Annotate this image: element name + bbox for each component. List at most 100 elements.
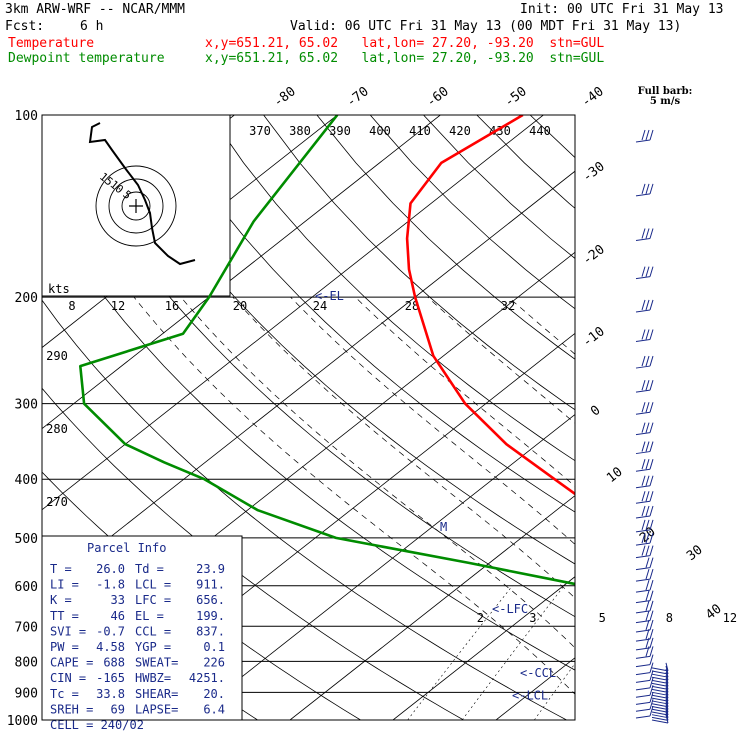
wind-barb-low	[651, 701, 669, 711]
isotherm-label: -80	[271, 84, 299, 110]
parcel-info-value: 656.	[196, 593, 225, 607]
wind-barb-low	[651, 687, 669, 696]
wind-barb-low	[651, 712, 669, 721]
wind-barb	[635, 590, 654, 604]
pressure-label: 200	[15, 291, 38, 306]
wind-barb-header: Full barb:	[638, 86, 693, 97]
pressure-label: 100	[15, 109, 38, 124]
parcel-info-value: -165	[96, 671, 125, 685]
isotherm-line	[42, 170, 575, 592]
dry-adiabat	[103, 115, 575, 565]
moist-adiabat	[232, 296, 575, 599]
mixing-ratio-label: 2	[477, 611, 484, 625]
dry-adiabat	[637, 115, 740, 720]
pressure-label: 600	[15, 580, 38, 595]
parcel-info-label: LI =	[50, 578, 79, 592]
wind-barb-low	[651, 714, 669, 724]
dry-adiabat	[690, 115, 740, 720]
mixing-ratio-line	[407, 585, 513, 720]
theta-labels: 370 380 390 400 410 420 430 440 290 280 270	[46, 124, 551, 509]
dry-adiabat	[156, 115, 575, 513]
pressure-label: 800	[15, 655, 38, 670]
level-marker-lcl: <-LCL	[512, 689, 548, 703]
wind-barb-low	[651, 695, 669, 705]
theta-label: 400	[369, 124, 391, 138]
parcel-info-label: CCL =	[135, 624, 171, 638]
moist-adiabat	[508, 296, 575, 355]
pressure-label: 900	[15, 686, 38, 701]
mixing-ratio-labels: 23581220	[477, 611, 737, 625]
isotherm-line	[599, 115, 740, 720]
parcel-info-value: 226	[203, 656, 225, 670]
wind-barb-low	[651, 672, 669, 681]
wind-barb	[635, 532, 654, 546]
wind-barb-low	[651, 692, 669, 702]
isotherm-line	[289, 495, 575, 720]
isotherm-label: -70	[344, 84, 372, 110]
wind-barb-scale: 5 m/s	[650, 96, 681, 107]
parcel-info-panel: Parcel Info T = 26.0 Td = 23.9 LI = -1.8 LCL = 9…	[41, 535, 243, 732]
wind-barb	[635, 459, 654, 472]
theta-label: 440	[529, 124, 551, 138]
parcel-info-value: 0.1	[203, 640, 225, 654]
pressure-label: 700	[15, 620, 38, 635]
hodograph-center-mark	[129, 199, 143, 213]
wind-barb	[635, 646, 654, 659]
theta-label: 390	[329, 124, 351, 138]
theta-label: 430	[489, 124, 511, 138]
wind-barb-low	[651, 709, 669, 719]
wind-barb-low	[651, 678, 669, 687]
level-marker-ccl: <-CCL	[520, 666, 556, 680]
mixing-ratio-label: 8	[666, 611, 673, 625]
hodograph-scale-label: 12	[111, 299, 125, 313]
wind-barb-low	[651, 690, 669, 699]
dewpoint-profile	[79, 115, 575, 586]
temperature-legend: Temperature	[8, 36, 95, 51]
parcel-info-box	[41, 535, 243, 721]
level-marker-el: <-EL	[315, 289, 344, 303]
valid-time: Valid: 06 UTC Fri 31 May 13 (00 MDT Fri …	[290, 19, 682, 34]
wind-barb	[635, 600, 654, 614]
parcel-info-label: T =	[50, 562, 72, 576]
moist-adiabat	[355, 296, 575, 487]
pressure-label: 300	[15, 398, 38, 413]
isotherm-line	[392, 576, 575, 720]
wind-barb	[635, 129, 654, 143]
wind-barb	[635, 441, 654, 455]
wind-barb	[635, 579, 654, 593]
wind-barb-low	[651, 684, 669, 693]
mixing-ratio-label: 12	[723, 611, 737, 625]
wind-barb	[635, 628, 654, 642]
wind-barb	[635, 402, 654, 415]
wind-barb-low	[651, 662, 669, 672]
wind-barb	[635, 670, 654, 683]
parcel-info-value: 69	[111, 702, 125, 716]
wind-barb	[635, 568, 654, 582]
parcel-info-value: 837.	[196, 624, 225, 638]
parcel-info-label: SVI =	[50, 624, 86, 638]
parcel-info-value: 26.0	[96, 562, 125, 576]
isotherm-label: 10	[604, 465, 626, 486]
wind-barb-low	[651, 675, 669, 684]
dry-adiabat	[316, 115, 575, 360]
parcel-info-label: LCL =	[135, 578, 171, 592]
pressure-label: 1000	[7, 714, 38, 729]
hodograph-trace	[88, 122, 196, 266]
wind-barb	[635, 677, 654, 691]
wind-barb-low	[651, 704, 669, 713]
mixing-ratio-line	[534, 663, 575, 720]
temperature-info: x,y=651.21, 65.02 lat,lon= 27.20, -93.20…	[205, 36, 605, 51]
wind-barb	[635, 610, 654, 624]
wind-barb	[635, 380, 654, 393]
wind-barb-low	[651, 706, 669, 716]
isotherm-label: 0	[588, 403, 603, 420]
wind-barb-low	[651, 665, 669, 675]
wind-barb	[635, 422, 654, 436]
theta-label: 420	[449, 124, 471, 138]
moist-adiabat	[290, 296, 575, 545]
dewpoint-legend: Dewpoint temperature	[8, 51, 165, 66]
theta-left-label: 270	[46, 495, 68, 509]
isotherm-label: 30	[684, 543, 706, 564]
parcel-info-label: Td =	[135, 562, 164, 576]
